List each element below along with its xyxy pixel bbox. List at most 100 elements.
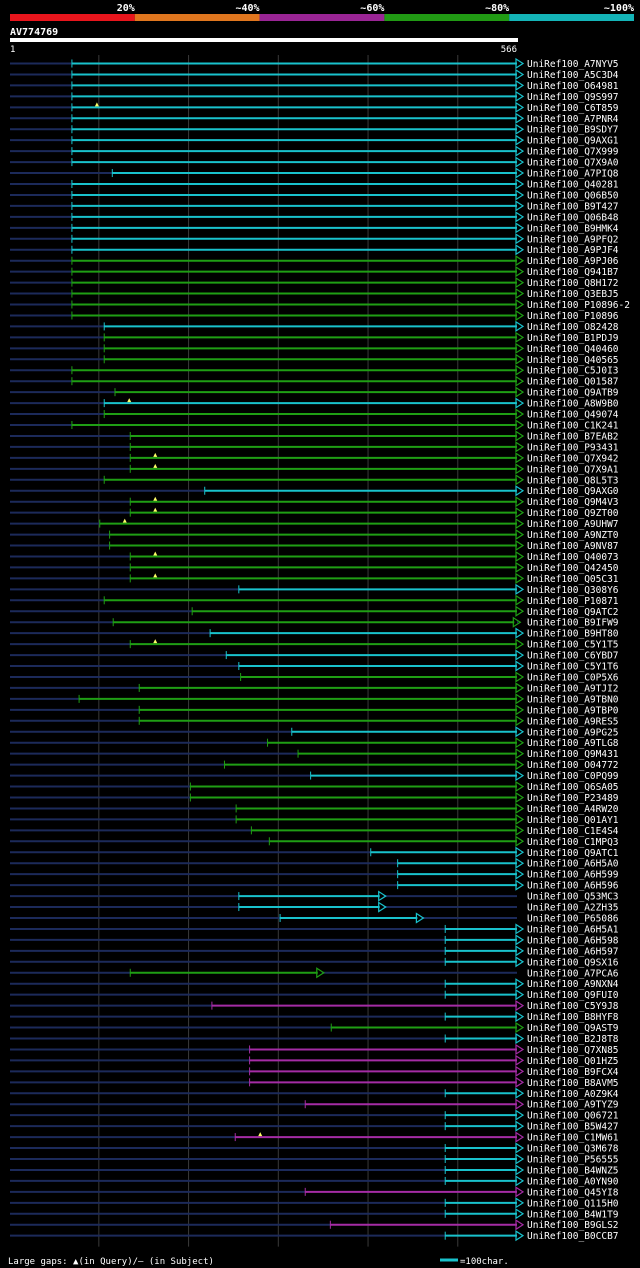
hit-row[interactable]: UniRef100_Q01AY1 — [10, 813, 619, 826]
hit-label[interactable]: UniRef100_Q115H0 — [527, 1198, 619, 1209]
hit-label[interactable]: UniRef100_Q9S997 — [527, 92, 619, 103]
hit-label[interactable]: UniRef100_O04772 — [527, 760, 619, 771]
hit-label[interactable]: UniRef100_B9SDY7 — [527, 125, 619, 136]
hit-row[interactable]: UniRef100_B8HYF8 — [10, 1010, 619, 1023]
hit-row[interactable]: UniRef100_A5C3D4 — [10, 68, 619, 81]
hit-row[interactable]: UniRef100_Q7X942 — [10, 452, 619, 465]
hit-label[interactable]: UniRef100_B9HT80 — [527, 629, 619, 640]
hit-row[interactable]: UniRef100_A7NYV5 — [10, 57, 619, 70]
hit-label[interactable]: UniRef100_Q53MC3 — [527, 892, 619, 903]
hit-row[interactable]: UniRef100_A2ZH35 — [10, 901, 619, 914]
hit-row[interactable]: UniRef100_C5Y1T6 — [10, 660, 619, 673]
hit-row[interactable]: UniRef100_A9NV87 — [10, 539, 619, 552]
hit-row[interactable]: UniRef100_O64981 — [10, 79, 619, 92]
hit-label[interactable]: UniRef100_A9PFQ2 — [527, 234, 619, 245]
hit-row[interactable]: UniRef100_Q3EBJ5 — [10, 287, 619, 300]
hit-label[interactable]: UniRef100_Q40565 — [527, 355, 619, 366]
hit-row[interactable]: UniRef100_Q9SX16 — [10, 956, 619, 968]
hit-row[interactable]: UniRef100_A6H5A0 — [10, 857, 619, 870]
hit-row[interactable]: UniRef100_Q7X999 — [10, 145, 619, 158]
hit-row[interactable]: UniRef100_C0P5X6 — [10, 671, 619, 683]
hit-label[interactable]: UniRef100_Q308Y6 — [527, 585, 619, 596]
hit-label[interactable]: UniRef100_P23489 — [527, 793, 619, 804]
hit-label[interactable]: UniRef100_C5Y1T5 — [527, 640, 619, 651]
hit-row[interactable]: UniRef100_B9HMK4 — [10, 222, 619, 234]
hit-row[interactable]: UniRef100_Q7X9A0 — [10, 156, 619, 169]
hit-row[interactable]: UniRef100_Q40565 — [10, 353, 619, 366]
hit-row[interactable]: UniRef100_Q9S997 — [10, 90, 619, 103]
hit-row[interactable]: UniRef100_Q06B48 — [10, 211, 619, 223]
hit-label[interactable]: UniRef100_Q9FUI0 — [527, 990, 619, 1001]
hit-label[interactable]: UniRef100_B0CCB7 — [527, 1231, 619, 1242]
hit-label[interactable]: UniRef100_P65086 — [527, 913, 619, 924]
hit-label[interactable]: UniRef100_Q9ATC2 — [527, 607, 619, 618]
hit-row[interactable]: UniRef100_B9IFW9 — [10, 616, 619, 629]
hit-row[interactable]: UniRef100_A9RES5 — [10, 715, 619, 727]
hit-label[interactable]: UniRef100_Q42450 — [527, 563, 619, 574]
hit-label[interactable]: UniRef100_Q40281 — [527, 180, 619, 191]
hit-label[interactable]: UniRef100_A9NV87 — [527, 541, 619, 552]
hit-label[interactable]: UniRef100_Q7XN85 — [527, 1045, 619, 1056]
hit-label[interactable]: UniRef100_A6H599 — [527, 870, 619, 881]
hit-row[interactable]: UniRef100_B2J8T8 — [10, 1032, 619, 1045]
hit-label[interactable]: UniRef100_Q40460 — [527, 344, 619, 355]
hit-row[interactable]: UniRef100_Q7X9A1 — [10, 463, 619, 476]
hit-label[interactable]: UniRef100_A6H5A1 — [527, 924, 619, 935]
hit-row[interactable]: UniRef100_A6H599 — [10, 868, 619, 881]
hit-row[interactable]: UniRef100_Q9M4V3 — [10, 496, 619, 509]
hit-row[interactable]: UniRef100_A6H598 — [10, 934, 619, 946]
hit-row[interactable]: UniRef100_Q45YI8 — [10, 1186, 619, 1198]
hit-label[interactable]: UniRef100_B2J8T8 — [527, 1034, 619, 1045]
hit-row[interactable]: UniRef100_A6H5A1 — [10, 923, 619, 935]
hit-label[interactable]: UniRef100_P93431 — [527, 442, 619, 453]
hit-label[interactable]: UniRef100_B7EAB2 — [527, 431, 619, 442]
hit-row[interactable]: UniRef100_B4W1T9 — [10, 1208, 619, 1220]
hit-row[interactable]: UniRef100_P65086 — [10, 912, 619, 924]
hit-row[interactable]: UniRef100_A9TLG8 — [10, 737, 619, 749]
hit-label[interactable]: UniRef100_Q3EBJ5 — [527, 289, 619, 300]
hit-row[interactable]: UniRef100_C5Y1T5 — [10, 638, 619, 651]
hit-label[interactable]: UniRef100_C5Y9J8 — [527, 1001, 619, 1012]
hit-row[interactable]: UniRef100_Q8L5T3 — [10, 474, 619, 486]
hit-label[interactable]: UniRef100_B4WNZ5 — [527, 1165, 619, 1176]
hit-row[interactable]: UniRef100_P10871 — [10, 594, 619, 607]
hit-row[interactable]: UniRef100_Q53MC3 — [10, 890, 619, 903]
hit-label[interactable]: UniRef100_Q8L5T3 — [527, 475, 619, 486]
hit-label[interactable]: UniRef100_A4RW20 — [527, 804, 619, 815]
hit-label[interactable]: UniRef100_B5W427 — [527, 1122, 619, 1133]
hit-label[interactable]: UniRef100_A9NXN4 — [527, 979, 619, 990]
hit-row[interactable]: UniRef100_C5J0I3 — [10, 364, 619, 377]
hit-row[interactable]: UniRef100_Q9ATC1 — [10, 846, 619, 859]
hit-row[interactable]: UniRef100_Q6SA05 — [10, 780, 619, 793]
hit-row[interactable]: UniRef100_A9NZT0 — [10, 528, 619, 541]
hit-row[interactable]: UniRef100_C1K241 — [10, 419, 619, 432]
hit-row[interactable]: UniRef100_A8W9B0 — [10, 397, 619, 410]
hit-label[interactable]: UniRef100_C0P5X6 — [527, 672, 619, 683]
hit-row[interactable]: UniRef100_A0Z9K4 — [10, 1087, 619, 1100]
hit-row[interactable]: UniRef100_C6YBD7 — [10, 649, 619, 662]
hit-label[interactable]: UniRef100_Q01587 — [527, 377, 619, 388]
hit-label[interactable]: UniRef100_B4W1T9 — [527, 1209, 619, 1220]
hit-label[interactable]: UniRef100_C1MW61 — [527, 1133, 619, 1144]
hit-row[interactable]: UniRef100_Q9AST9 — [10, 1021, 619, 1034]
hit-row[interactable]: UniRef100_Q9AXG1 — [10, 134, 619, 147]
hit-row[interactable]: UniRef100_C1MW61 — [10, 1131, 619, 1144]
hit-row[interactable]: UniRef100_A9TYZ9 — [10, 1098, 619, 1111]
hit-row[interactable]: UniRef100_B9GLS2 — [10, 1219, 619, 1231]
hit-label[interactable]: UniRef100_Q9ATB9 — [527, 388, 619, 399]
hit-label[interactable]: UniRef100_A9PJ06 — [527, 256, 619, 267]
hit-row[interactable]: UniRef100_P56555 — [10, 1153, 619, 1166]
hit-label[interactable]: UniRef100_B8HYF8 — [527, 1012, 619, 1023]
hit-row[interactable]: UniRef100_B5W427 — [10, 1120, 619, 1133]
hit-label[interactable]: UniRef100_A6H596 — [527, 881, 619, 892]
hit-row[interactable]: UniRef100_Q9M431 — [10, 748, 619, 760]
hit-label[interactable]: UniRef100_C5Y1T6 — [527, 662, 619, 673]
hit-row[interactable]: UniRef100_Q9ATB9 — [10, 386, 619, 399]
hit-row[interactable]: UniRef100_Q9FUI0 — [10, 989, 619, 1001]
hit-row[interactable]: UniRef100_A9PJ06 — [10, 255, 619, 267]
hit-label[interactable]: UniRef100_Q05C31 — [527, 574, 619, 585]
hit-label[interactable]: UniRef100_C1E4S4 — [527, 826, 619, 837]
hit-row[interactable]: UniRef100_C0PQ99 — [10, 769, 619, 782]
hit-row[interactable]: UniRef100_Q3M678 — [10, 1142, 619, 1155]
hit-label[interactable]: UniRef100_Q7X9A1 — [527, 464, 619, 475]
